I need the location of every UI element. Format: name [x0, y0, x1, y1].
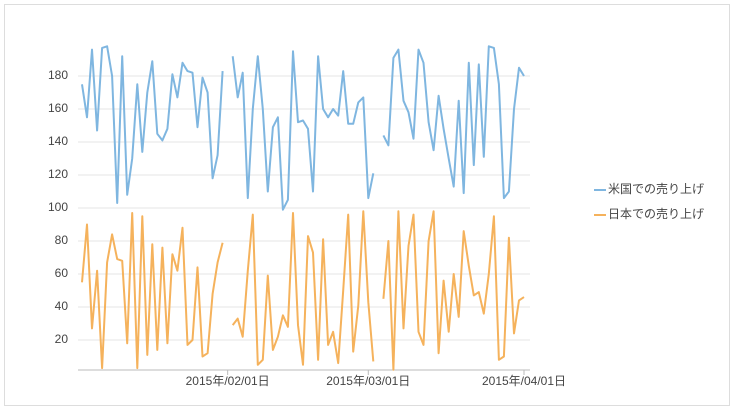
- y-tick-label: 100: [48, 200, 68, 214]
- y-tick-label: 60: [55, 266, 69, 280]
- y-tick-label: 160: [48, 101, 68, 115]
- x-tick-label: 2015年/03/01日: [326, 374, 410, 388]
- series-line: [81, 45, 525, 211]
- legend-label: 米国での売り上げ: [608, 181, 704, 196]
- y-tick-label: 80: [55, 233, 69, 247]
- y-tick-label: 120: [48, 167, 68, 181]
- x-tick-label: 2015年/02/01日: [186, 374, 270, 388]
- y-tick-label: 40: [55, 299, 69, 313]
- x-tick-label: 2015年/04/01日: [482, 374, 566, 388]
- y-tick-label: 140: [48, 134, 68, 148]
- y-tick-label: 180: [48, 68, 68, 82]
- legend-label: 日本での売り上げ: [608, 206, 704, 221]
- chart-frame: [4, 4, 730, 406]
- series-line: [81, 210, 525, 371]
- y-tick-label: 20: [55, 332, 69, 346]
